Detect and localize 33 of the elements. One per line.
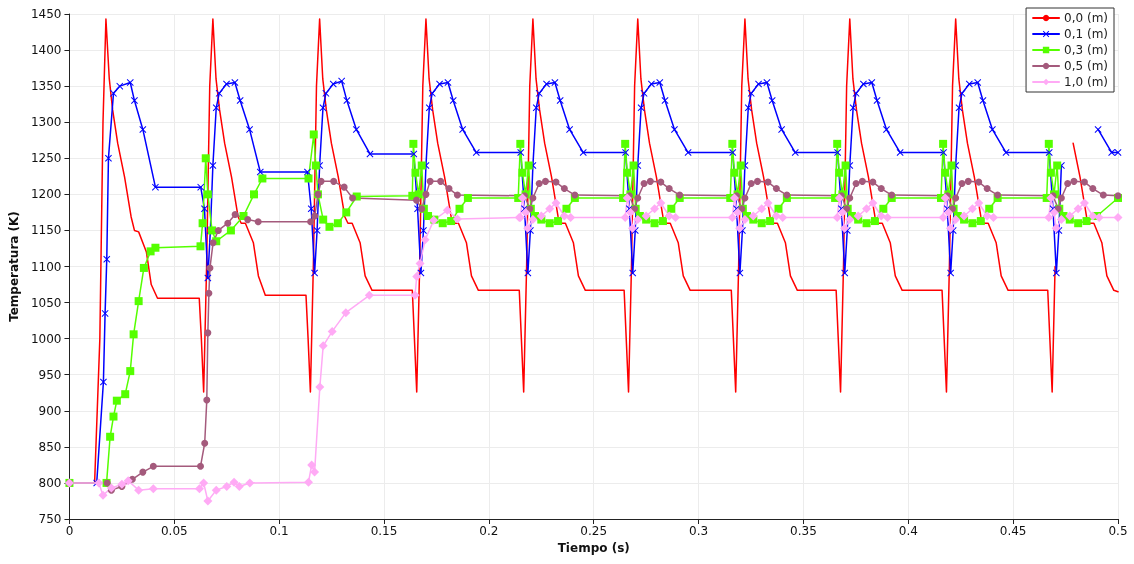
y-tick-label: 1400	[30, 43, 62, 58]
y-tick-label: 1150	[30, 223, 62, 238]
y-tick-label: 850	[38, 439, 62, 454]
legend-label: 0,1 (m)	[1064, 27, 1108, 41]
x-tick-label: 0.1	[269, 524, 289, 538]
y-tick-label: 1450	[30, 7, 62, 21]
y-tick-label: 950	[38, 367, 62, 382]
legend-label: 0,0 (m)	[1064, 11, 1108, 25]
x-tick-label: 0.15	[370, 524, 398, 538]
x-tick-label: 0.45	[999, 524, 1027, 538]
x-tick-label: 0.25	[580, 524, 608, 538]
y-tick-label: 1250	[30, 151, 62, 166]
x-tick-label: 0	[65, 524, 74, 538]
y-tick-label: 1200	[30, 187, 62, 202]
legend-label: 0,5 (m)	[1064, 59, 1108, 73]
y-tick-label: 900	[38, 403, 62, 418]
y-tick-label: 1300	[30, 115, 62, 130]
y-tick-label: 1100	[30, 259, 62, 274]
y-tick-label: 750	[38, 512, 62, 526]
y-tick-label: 1350	[30, 79, 62, 94]
x-tick-label: 0.2	[479, 524, 499, 538]
x-tick-label: 0.05	[160, 524, 188, 538]
x-tick-label: 0.5	[1108, 524, 1128, 538]
x-tick-label: 0.4	[898, 524, 918, 538]
x-axis-title: Tiempo (s)	[557, 540, 630, 555]
legend-label: 1,0 (m)	[1064, 75, 1108, 89]
y-tick-label: 1000	[30, 331, 62, 346]
y-tick-label: 800	[38, 475, 62, 490]
legend-label: 0,3 (m)	[1064, 43, 1108, 57]
x-tick-label: 0.35	[790, 524, 817, 538]
y-axis-title: Temperatura (K)	[7, 211, 21, 322]
x-tick-label: 0.3	[689, 524, 709, 538]
y-tick-label: 1050	[30, 295, 62, 310]
